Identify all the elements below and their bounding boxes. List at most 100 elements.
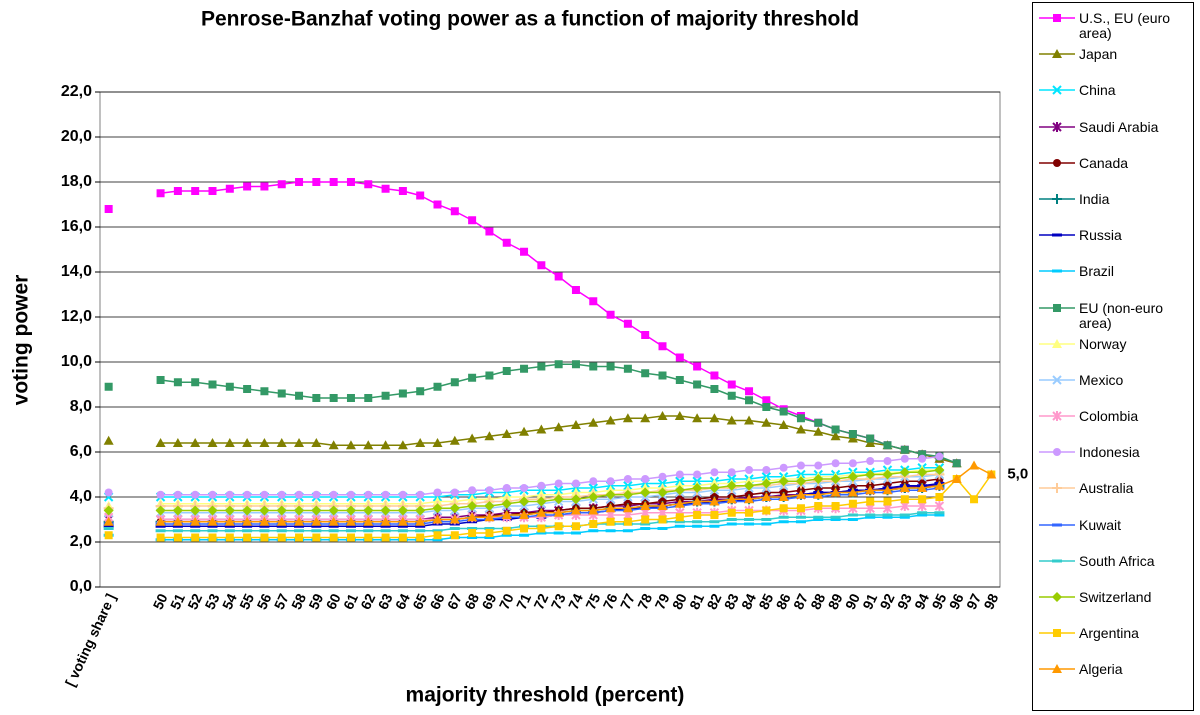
marker — [745, 396, 754, 405]
marker — [951, 474, 962, 483]
x-tick-label: 69 — [478, 591, 499, 612]
marker — [416, 387, 425, 396]
x-tick-label: 98 — [980, 591, 1001, 612]
marker — [520, 364, 529, 373]
marker — [468, 216, 477, 225]
y-tick-label: 10,0 — [61, 353, 92, 370]
marker — [934, 480, 945, 490]
legend-swatch — [1039, 448, 1075, 457]
legend-entry: Argentina — [1037, 626, 1193, 662]
marker — [831, 425, 840, 434]
x-tick-label: 78 — [634, 591, 655, 612]
marker — [468, 486, 477, 495]
legend-label: Norway — [1079, 335, 1127, 352]
marker — [449, 514, 460, 524]
x-tick-label: 93 — [894, 591, 915, 612]
legend-swatch — [1039, 233, 1075, 237]
y-tick-label: 8,0 — [70, 398, 92, 415]
marker — [1053, 629, 1061, 638]
marker — [242, 505, 253, 516]
marker — [761, 417, 772, 427]
marker — [432, 438, 443, 447]
marker — [917, 467, 928, 478]
marker — [727, 508, 736, 517]
marker — [208, 490, 217, 499]
marker — [294, 505, 305, 516]
marker — [103, 516, 114, 526]
marker — [364, 490, 373, 499]
marker — [416, 191, 425, 200]
marker — [502, 526, 511, 535]
marker — [537, 261, 546, 270]
marker — [762, 396, 771, 405]
marker — [934, 501, 945, 511]
marker — [778, 476, 789, 487]
marker — [796, 504, 805, 513]
marker — [398, 490, 407, 499]
marker — [190, 438, 201, 447]
marker — [294, 516, 305, 526]
legend-swatch — [1039, 592, 1075, 602]
marker — [588, 417, 599, 427]
marker — [589, 477, 598, 486]
marker — [622, 503, 633, 513]
marker — [485, 529, 494, 537]
legend-entry: Algeria — [1037, 662, 1193, 698]
marker — [588, 492, 599, 502]
marker — [745, 508, 754, 517]
marker — [259, 438, 270, 447]
marker — [364, 533, 373, 542]
marker — [520, 524, 529, 533]
legend-label: Japan — [1079, 46, 1118, 63]
marker — [641, 331, 650, 339]
marker — [467, 433, 478, 443]
legend-label: Mexico — [1079, 371, 1124, 388]
y-tick-label: 18,0 — [61, 173, 92, 190]
marker — [658, 342, 667, 351]
marker — [693, 380, 702, 389]
marker — [1052, 121, 1062, 132]
marker — [606, 477, 615, 486]
marker — [658, 515, 667, 524]
legend-entry: Russia — [1037, 228, 1193, 264]
marker — [415, 516, 426, 526]
marker — [553, 507, 564, 517]
x-tick-label: [ voting share ] — [62, 591, 119, 689]
legend-swatch — [1039, 559, 1075, 563]
x-tick-label: 68 — [461, 591, 482, 612]
marker — [1052, 664, 1062, 674]
marker — [814, 461, 823, 470]
marker — [778, 420, 789, 429]
legend-entry: Mexico — [1037, 371, 1193, 409]
legend-entry: Switzerland — [1037, 590, 1193, 626]
x-tick-label: 83 — [721, 591, 742, 612]
marker — [155, 505, 166, 516]
series-line — [160, 512, 940, 532]
marker — [553, 422, 564, 432]
x-tick-label: 55 — [236, 591, 257, 612]
marker — [173, 533, 182, 542]
x-tick-label: 96 — [946, 591, 967, 612]
legend-entry: Australia — [1037, 481, 1193, 517]
marker — [224, 516, 235, 526]
y-tick-label: 4,0 — [70, 488, 92, 505]
marker — [727, 391, 736, 400]
marker — [501, 510, 512, 519]
x-tick-label: 71 — [513, 591, 534, 612]
marker — [796, 414, 805, 423]
x-tick-label: 94 — [911, 591, 932, 612]
marker — [848, 459, 857, 468]
marker — [641, 369, 650, 378]
legend-swatch — [1039, 14, 1075, 22]
marker — [104, 531, 113, 540]
marker — [329, 533, 338, 542]
y-tick-label: 14,0 — [61, 263, 92, 280]
marker — [986, 469, 997, 479]
marker — [208, 380, 217, 389]
marker — [190, 505, 201, 516]
marker — [191, 533, 200, 542]
marker — [346, 394, 355, 402]
x-tick-label: 88 — [807, 591, 828, 612]
marker — [295, 391, 304, 400]
marker — [433, 488, 442, 497]
